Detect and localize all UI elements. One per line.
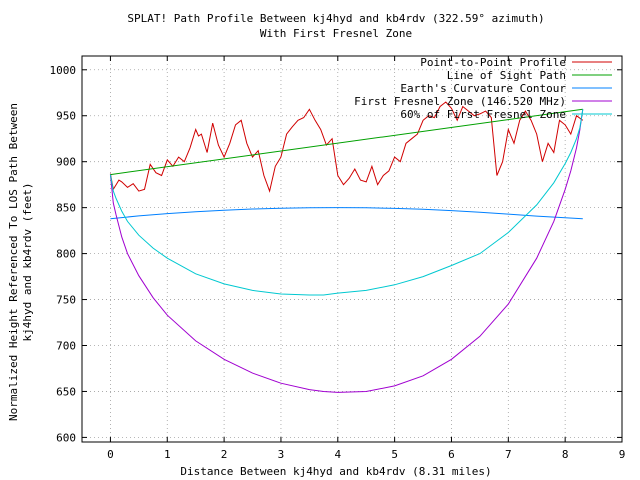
legend-label-2: Line of Sight Path xyxy=(447,69,566,82)
y-tick-label: 600 xyxy=(56,431,76,444)
y-tick-label: 650 xyxy=(56,385,76,398)
x-tick-label: 2 xyxy=(221,448,228,461)
y-axis-label-line-1: Normalized Height Referenced To LOS Path… xyxy=(7,103,20,421)
series-line-2 xyxy=(110,108,583,176)
x-axis-label: Distance Between kj4hyd and kb4rdv (8.31… xyxy=(180,465,491,478)
series-line-3 xyxy=(110,207,583,220)
x-tick-label: 5 xyxy=(391,448,398,461)
x-tick-label: 0 xyxy=(107,448,114,461)
chart-title-line-1: SPLAT! Path Profile Between kj4hyd and k… xyxy=(127,12,544,25)
legend-label-4: First Fresnel Zone (146.520 MHz) xyxy=(354,95,566,108)
x-tick-label: 1 xyxy=(164,448,171,461)
y-tick-label: 900 xyxy=(56,156,76,169)
axes: 0 1 2 3 4 5 6 7 8 9 600 650 700 750 800 850 900 950 1000 xyxy=(50,55,626,461)
x-tick-label: 8 xyxy=(562,448,569,461)
x-tick-label: 6 xyxy=(448,448,455,461)
y-axis-label-line-2: kj4hyd and kb4rdv (feet) xyxy=(21,183,34,342)
series-group xyxy=(109,101,584,393)
y-tick-label: 700 xyxy=(56,340,76,353)
legend-label-5: 60% of First Fresnel Zone xyxy=(400,108,566,121)
y-tick-label: 950 xyxy=(56,110,76,123)
y-tick-label: 750 xyxy=(56,294,76,307)
legend-label-1: Point-to-Point Profile xyxy=(420,56,566,69)
y-tick-label: 800 xyxy=(56,248,76,261)
y-tick-label: 850 xyxy=(56,202,76,215)
chart-title-line-2: With First Fresnel Zone xyxy=(260,27,412,40)
series-line-1 xyxy=(109,101,584,193)
x-tick-label: 4 xyxy=(334,448,341,461)
series-line-5 xyxy=(109,109,584,296)
x-tick-label: 9 xyxy=(619,448,626,461)
plot-frame xyxy=(81,55,623,443)
x-tick-label: 7 xyxy=(505,448,512,461)
y-tick-label: 1000 xyxy=(50,64,77,77)
x-tick-label: 3 xyxy=(278,448,285,461)
legend-label-3: Earth's Curvature Contour xyxy=(400,82,566,95)
series-line-4 xyxy=(109,109,584,393)
